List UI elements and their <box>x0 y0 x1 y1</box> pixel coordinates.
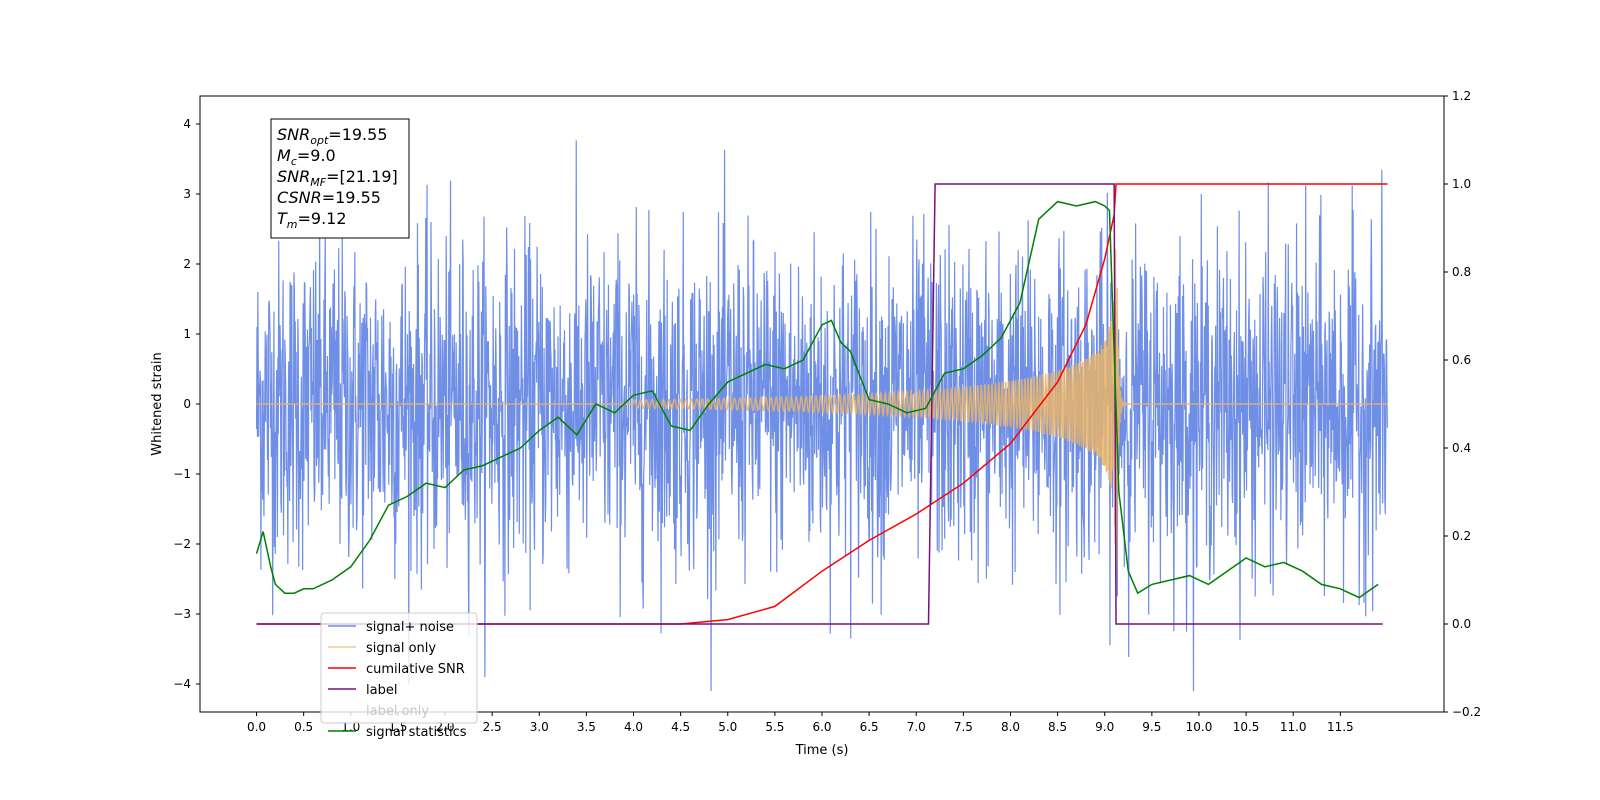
y-left-tick-label: −3 <box>173 607 191 621</box>
x-tick-label: 7.0 <box>907 720 926 734</box>
legend[interactable]: signal+ noise signal only cumilative SNR la… <box>320 612 478 740</box>
y-right-tick-label: 0.0 <box>1452 617 1471 631</box>
y-right-tick-label: 1.2 <box>1452 89 1471 103</box>
x-tick-label: 0.0 <box>247 720 266 734</box>
x-tick-label: 3.0 <box>530 720 549 734</box>
x-tick-label: 4.0 <box>624 720 643 734</box>
x-tick-label: 6.5 <box>860 720 879 734</box>
legend-label[interactable]: cumilative SNR <box>366 662 465 677</box>
legend-label[interactable]: signal statistics <box>366 725 467 740</box>
y-right-tick-label: 1.0 <box>1452 177 1471 191</box>
annotation-line: Mc=9.0 <box>277 146 336 168</box>
annotation-line: SNRMF=[21.19] <box>277 167 398 189</box>
y-left-tick-label: 4 <box>183 117 191 131</box>
series-line-2 <box>256 183 1388 625</box>
legend-frame <box>320 612 478 724</box>
x-tick-label: 5.0 <box>718 720 737 734</box>
y-right-tick-label: 0.2 <box>1452 529 1471 543</box>
y-left-tick-label: −2 <box>173 537 191 551</box>
legend-label[interactable]: label <box>366 683 397 698</box>
x-tick-label: 10.5 <box>1233 720 1260 734</box>
y-left-tick-label: 0 <box>183 397 191 411</box>
x-tick-label: 10.0 <box>1186 720 1213 734</box>
y-left-tick-label: 3 <box>183 187 191 201</box>
series-line-0 <box>255 140 1389 692</box>
x-tick-label: 8.5 <box>1048 720 1067 734</box>
y-right-tick-label: 0.4 <box>1452 441 1471 455</box>
y-right-tick-label: 0.6 <box>1452 353 1471 367</box>
annotation-line: CSNR=19.55 <box>277 188 381 207</box>
y-right-tick-label: −0.2 <box>1452 705 1481 719</box>
x-tick-label: 9.5 <box>1142 720 1161 734</box>
y-left-tick-label: −4 <box>173 677 191 691</box>
annotation-box: SNRopt=19.55Mc=9.0SNRMF=[21.19]CSNR=19.5… <box>270 118 410 239</box>
x-tick-label: 11.0 <box>1280 720 1307 734</box>
x-tick-label: 4.5 <box>671 720 690 734</box>
axes-layer: 0.0 0.5 1.0 1.5 2.0 2.5 3.0 3.5 4.0 4.5 5.0 5.5 6.0 6… <box>173 89 1481 734</box>
x-tick-label: 6.0 <box>812 720 831 734</box>
x-tick-label: 0.5 <box>294 720 313 734</box>
y-left-tick-label: 2 <box>183 257 191 271</box>
y-right-tick-label: 0.8 <box>1452 265 1471 279</box>
x-tick-label: 5.5 <box>765 720 784 734</box>
series-line-3 <box>256 183 1383 625</box>
x-tick-label: 9.0 <box>1095 720 1114 734</box>
y-left-tick-label: 1 <box>183 327 191 341</box>
x-tick-label: 8.0 <box>1001 720 1020 734</box>
y-left-tick-label: −1 <box>173 467 191 481</box>
x-tick-label: 3.5 <box>577 720 596 734</box>
x-tick-label: 7.5 <box>954 720 973 734</box>
legend-label[interactable]: label only <box>366 704 429 719</box>
y-axis-label: Whitened strain <box>150 352 165 455</box>
x-tick-label: 11.5 <box>1327 720 1354 734</box>
legend-label[interactable]: signal only <box>366 641 436 656</box>
annotation-line: Tm=9.12 <box>277 209 347 231</box>
x-axis-label: Time (s) <box>795 743 849 758</box>
series-layer <box>255 140 1389 692</box>
legend-label[interactable]: signal+ noise <box>366 620 454 635</box>
x-tick-label: 2.5 <box>483 720 502 734</box>
annotation-line: SNRopt=19.55 <box>277 125 388 147</box>
series-line-1 <box>256 249 1388 583</box>
series-line-5 <box>255 200 1379 599</box>
annotation-frame <box>270 118 410 239</box>
